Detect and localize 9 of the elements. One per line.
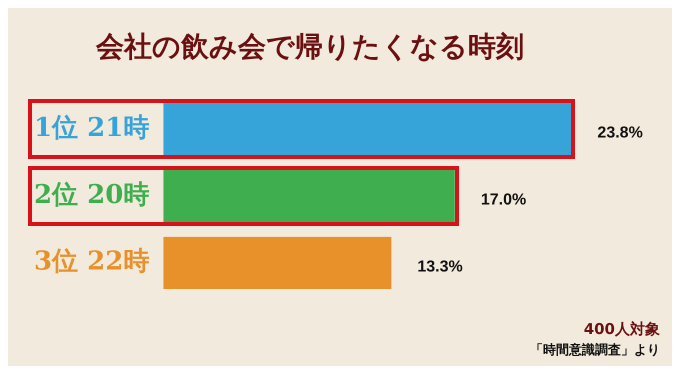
text: 「時間意識調査」より (529, 342, 660, 360)
text: 400人対象 (582, 319, 660, 340)
y-tick-label: 3位 22時 (34, 246, 150, 277)
data-label: 17.0% (480, 191, 526, 208)
data-label: 23.8% (597, 124, 643, 142)
data-label: 13.3% (417, 258, 463, 276)
y-tick-label: 2位 20時 (34, 180, 150, 210)
chart-title: 会社の飲み会で帰りたくなる時刻 (95, 30, 524, 64)
y-tick-label: 1位 21時 (34, 112, 150, 143)
